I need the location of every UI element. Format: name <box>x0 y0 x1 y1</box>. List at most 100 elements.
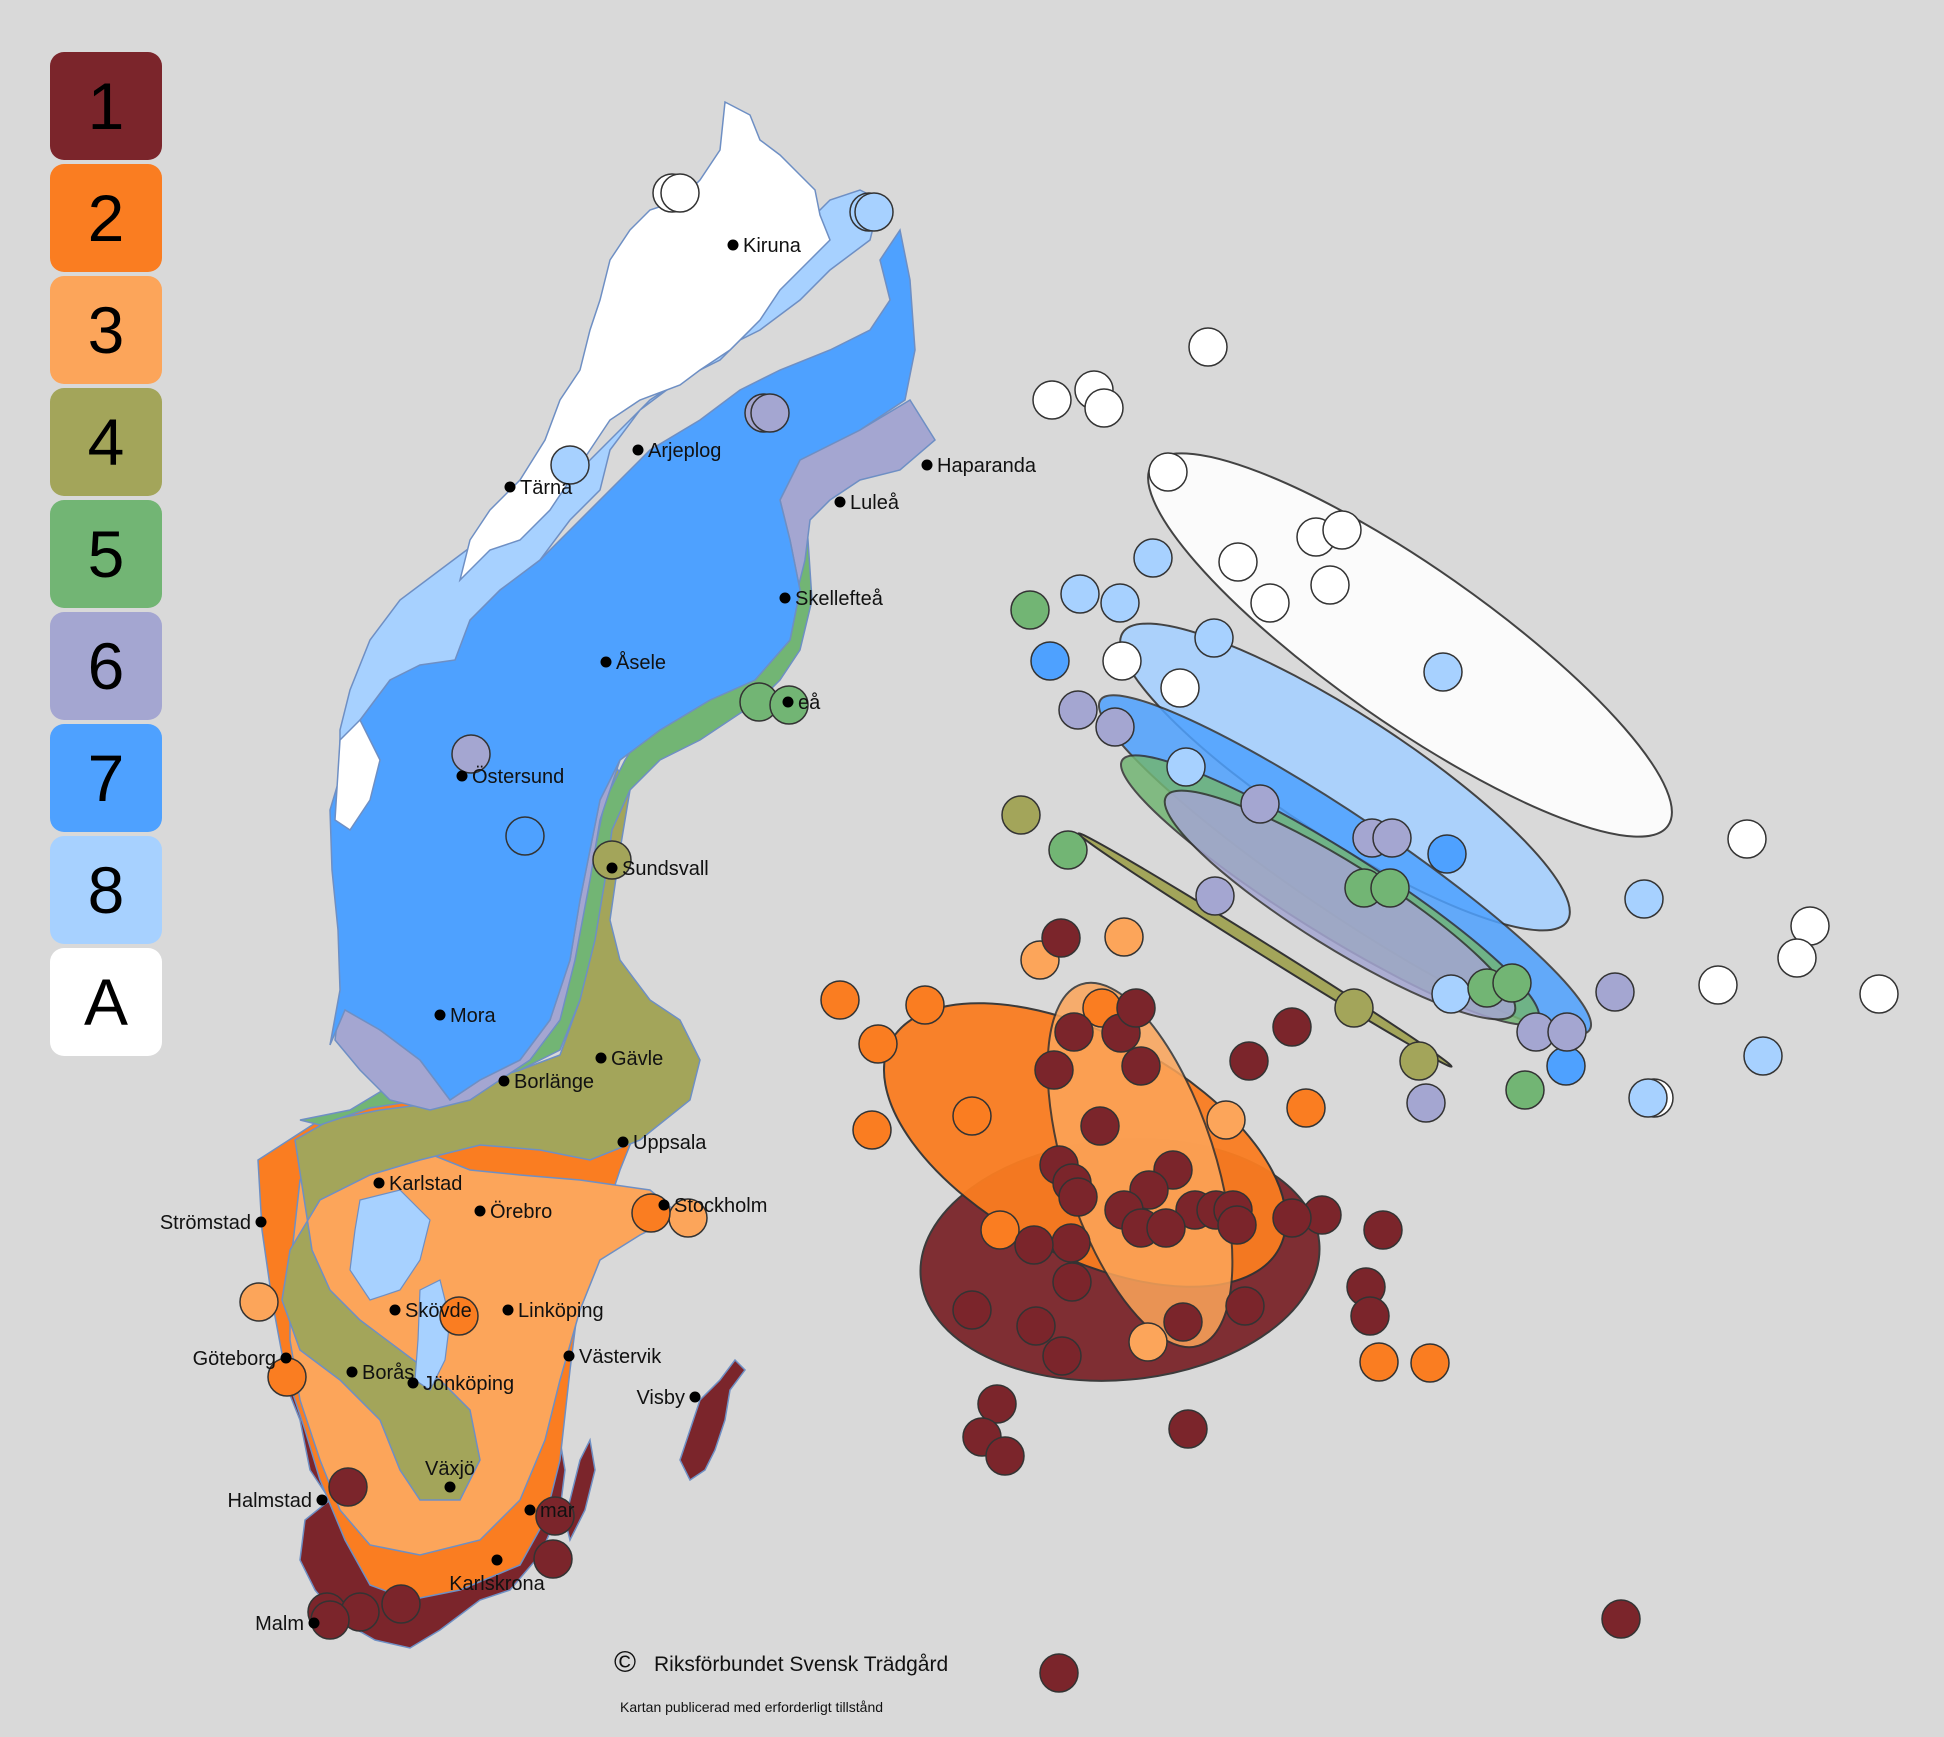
zone-8-point <box>1060 574 1100 614</box>
zone-8-point <box>1166 747 1206 787</box>
city-dot <box>504 481 516 493</box>
zone-a-point <box>1322 510 1362 550</box>
legend-zone-6: 6 <box>50 612 162 720</box>
zone-4-point <box>1001 795 1041 835</box>
zone-1-point <box>535 1496 575 1536</box>
city-dot <box>434 1009 446 1021</box>
city-label: Gävle <box>611 1048 663 1070</box>
zone-a-point <box>1727 819 1767 859</box>
zone-5-point <box>1048 830 1088 870</box>
zone-6-point <box>1595 972 1635 1012</box>
city-label: Uppsala <box>633 1132 707 1154</box>
zone-2-point <box>858 1024 898 1064</box>
zone-6-point <box>1058 690 1098 730</box>
zone-a-point <box>1859 974 1899 1014</box>
city-label: Borlänge <box>514 1071 594 1093</box>
zone-1-point <box>1163 1302 1203 1342</box>
zone-2-point <box>852 1110 892 1150</box>
zone-8-point <box>1133 538 1173 578</box>
map-credit: © Riksförbundet Svensk Trädgård Kartan p… <box>614 1646 948 1715</box>
city-dot <box>834 496 846 508</box>
city-dot <box>316 1494 328 1506</box>
city-dot <box>280 1352 292 1364</box>
city-dot <box>444 1481 456 1493</box>
city-label: Borås <box>362 1362 414 1384</box>
zone-6-point <box>451 734 491 774</box>
zone-5-point <box>1010 590 1050 630</box>
city-label: mar <box>540 1500 575 1522</box>
zone-2-point <box>1286 1088 1326 1128</box>
zone-1-point <box>1121 1046 1161 1086</box>
zone-a-point <box>1218 542 1258 582</box>
city-label: Luleå <box>850 492 900 514</box>
city-label: Karlskrona <box>449 1573 545 1595</box>
city-label: Halmstad <box>228 1490 312 1512</box>
city-label: Linköping <box>518 1300 604 1322</box>
city-label: Skellefteå <box>795 588 884 610</box>
zone-ellipses <box>883 452 1673 1382</box>
zone-2-point <box>980 1210 1020 1250</box>
zone-4-point <box>1399 1041 1439 1081</box>
zone-5-point <box>1505 1070 1545 1110</box>
legend-label: 5 <box>87 517 125 591</box>
city-label: Göteborg <box>193 1348 276 1370</box>
city-dot <box>606 862 618 874</box>
legend-zone-8: 8 <box>50 836 162 944</box>
legend-label: 1 <box>87 69 125 143</box>
legend-zone-7: 7 <box>50 724 162 832</box>
legend-label: 6 <box>87 629 125 703</box>
sweden-map <box>257 100 936 1649</box>
city-dot <box>308 1617 320 1629</box>
zone-1-point <box>977 1384 1017 1424</box>
zone-8-point <box>1743 1036 1783 1076</box>
city-label: Malm <box>255 1613 304 1635</box>
zone-3-point <box>1128 1322 1168 1362</box>
city-label: Skövde <box>405 1300 472 1322</box>
legend-zone-4: 4 <box>50 388 162 496</box>
legend-label: 8 <box>87 853 125 927</box>
zone-a-point <box>1310 565 1350 605</box>
zone-1-point <box>1080 1106 1120 1146</box>
zone-1-point <box>985 1436 1025 1476</box>
legend-label: 2 <box>87 181 125 255</box>
city-dot <box>407 1377 419 1389</box>
city-dot <box>563 1350 575 1362</box>
zone-3-point <box>1104 917 1144 957</box>
zone-8-point <box>1423 652 1463 692</box>
city-label: Arjeplog <box>648 440 721 462</box>
city-markers: Kiruna Haparanda Arjeplog Tärna Luleå Skellef… <box>160 235 1037 1635</box>
zone-a-point <box>1084 388 1124 428</box>
zone-8-point <box>1628 1078 1668 1118</box>
zone-1-point <box>1034 1050 1074 1090</box>
zone-2-point <box>1410 1343 1450 1383</box>
city-label: Mora <box>450 1005 496 1027</box>
zone-6-point <box>1406 1083 1446 1123</box>
zone-legend: 1 2 3 4 5 6 7 8 A <box>50 52 162 1060</box>
zone-1-point <box>1217 1205 1257 1245</box>
city-label: Kiruna <box>743 235 802 257</box>
city-dot <box>632 444 644 456</box>
zone-6-point <box>1195 876 1235 916</box>
legend-label: 4 <box>87 405 125 479</box>
zone-4-point <box>592 840 632 880</box>
zone-7-point <box>1030 641 1070 681</box>
zone-1-point <box>1041 918 1081 958</box>
zone-1-point <box>1014 1225 1054 1265</box>
zone-a-point <box>1698 965 1738 1005</box>
city-label: Strömstad <box>160 1212 251 1234</box>
city-dot <box>498 1075 510 1087</box>
zone-1-point <box>1058 1177 1098 1217</box>
lake-vanern <box>349 1189 431 1301</box>
city-dot <box>727 239 739 251</box>
city-dot <box>524 1504 536 1516</box>
zone-a-point <box>1102 641 1142 681</box>
zone-6-point <box>1240 784 1280 824</box>
zone-a-point <box>1188 327 1228 367</box>
zone-a-point <box>1148 452 1188 492</box>
legend-zone-a: A <box>50 948 162 1056</box>
zone-a-point <box>1032 380 1072 420</box>
city-dot <box>782 696 794 708</box>
zone-3-point <box>239 1282 279 1322</box>
